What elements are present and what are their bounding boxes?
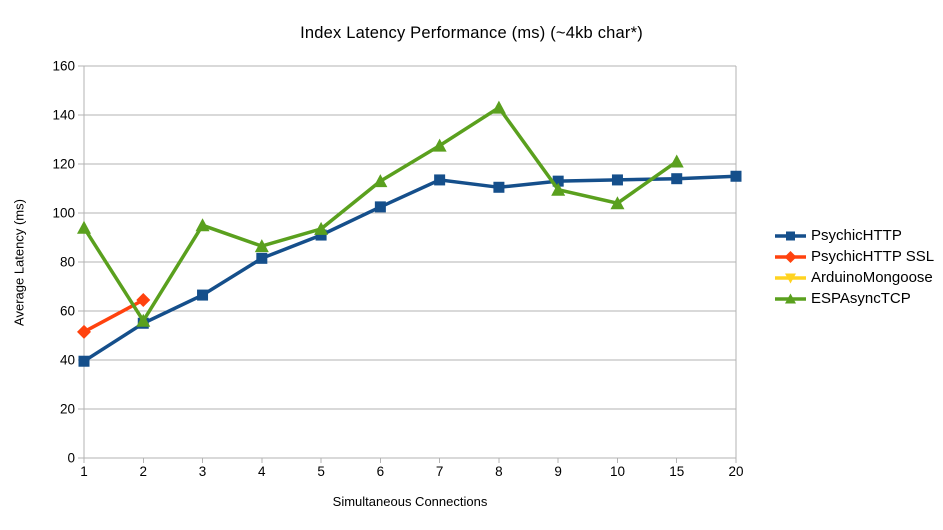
svg-text:60: 60 — [60, 304, 75, 319]
svg-text:3: 3 — [199, 464, 207, 479]
svg-text:20: 20 — [728, 464, 743, 479]
series-psychichttp-ssl — [77, 292, 151, 339]
legend-label-arduinomongoose: ArduinoMongoose — [811, 269, 933, 286]
svg-text:1: 1 — [80, 464, 88, 479]
legend-marker-triangle-up-icon — [775, 292, 806, 306]
svg-text:20: 20 — [60, 402, 75, 417]
legend-label-psychichttp-ssl: PsychicHTTP SSL — [811, 248, 935, 265]
y-tick-labels: 0 20 40 60 80 100 120 140 160 — [52, 59, 75, 466]
series-psychichttp — [78, 170, 742, 367]
svg-text:100: 100 — [52, 206, 75, 221]
legend-item-psychichttp-ssl: PsychicHTTP SSL — [775, 246, 934, 267]
svg-text:8: 8 — [495, 464, 503, 479]
svg-text:15: 15 — [669, 464, 684, 479]
svg-text:80: 80 — [60, 255, 75, 270]
legend-item-espasynctcp: ESPAsyncTCP — [775, 288, 934, 309]
axis-lines — [83, 66, 737, 459]
svg-text:140: 140 — [52, 108, 75, 123]
series-espasynctcp — [77, 100, 684, 327]
svg-text:120: 120 — [52, 157, 75, 172]
svg-text:9: 9 — [554, 464, 562, 479]
x-tick-labels: 1 2 3 4 5 6 7 8 9 10 15 20 — [80, 464, 743, 479]
svg-text:6: 6 — [377, 464, 385, 479]
chart-title: Index Latency Performance (ms) (~4kb cha… — [300, 24, 643, 42]
legend: PsychicHTTP PsychicHTTP SSL ArduinoMongo… — [775, 225, 934, 309]
legend-label-espasynctcp: ESPAsyncTCP — [811, 290, 911, 307]
svg-text:7: 7 — [436, 464, 444, 479]
svg-text:2: 2 — [140, 464, 148, 479]
svg-text:10: 10 — [610, 464, 625, 479]
legend-label-psychichttp: PsychicHTTP — [811, 227, 902, 244]
legend-marker-triangle-down-icon — [775, 271, 806, 285]
svg-text:160: 160 — [52, 59, 75, 74]
legend-item-arduinomongoose: ArduinoMongoose — [775, 267, 934, 288]
svg-text:4: 4 — [258, 464, 266, 479]
svg-text:40: 40 — [60, 353, 75, 368]
y-axis-title: Average Latency (ms) — [11, 199, 27, 326]
legend-marker-diamond-icon — [775, 250, 806, 264]
svg-text:0: 0 — [67, 451, 75, 466]
legend-marker-square-icon — [775, 229, 806, 243]
legend-item-psychichttp: PsychicHTTP — [775, 225, 934, 246]
svg-text:5: 5 — [317, 464, 325, 479]
x-axis-title: Simultaneous Connections — [332, 494, 488, 509]
